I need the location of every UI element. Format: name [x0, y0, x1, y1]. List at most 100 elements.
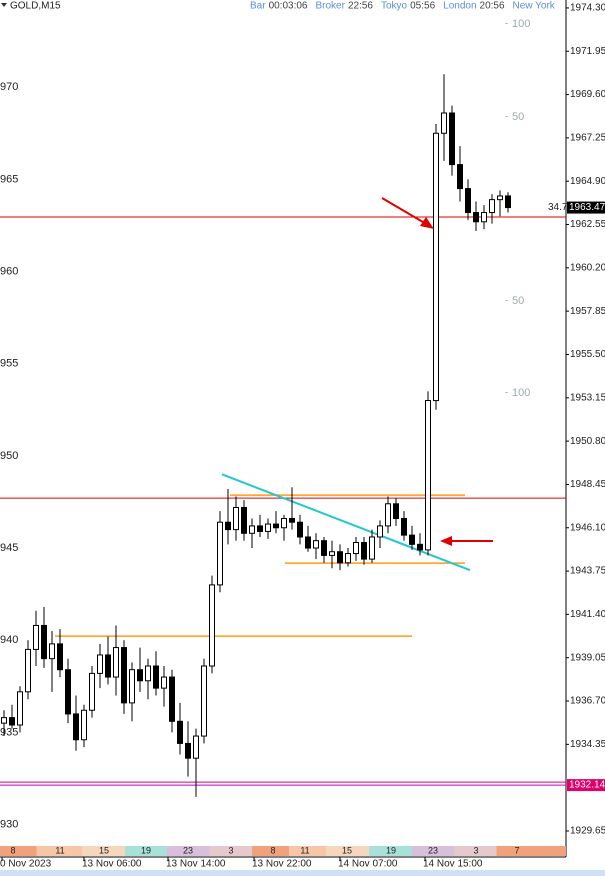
candle-body	[105, 654, 111, 678]
y-tick-label: 1967.25	[570, 133, 605, 144]
candle-body	[57, 643, 63, 671]
candle-body	[289, 518, 295, 523]
level-dash: -	[505, 112, 508, 123]
left-tick-label: 965	[0, 173, 18, 185]
y-tick-label: 1943.75	[570, 566, 605, 577]
left-tick-label: 955	[0, 358, 18, 370]
session-hour: 8	[270, 845, 275, 855]
timer-label: Broker	[316, 1, 346, 12]
candle-body	[401, 518, 407, 536]
candle-body	[457, 164, 463, 190]
session-band	[125, 846, 167, 856]
session-hour: 3	[473, 845, 478, 855]
candle-body	[497, 195, 503, 201]
candle-body	[265, 523, 271, 532]
session-hour: 15	[342, 845, 352, 855]
candle-body	[505, 195, 511, 209]
candle-body	[97, 654, 103, 674]
session-hour: 19	[386, 845, 396, 855]
session-hour: 23	[183, 845, 193, 855]
candle-body	[257, 525, 263, 532]
candle-body	[113, 647, 119, 678]
left-tick-label: 940	[0, 634, 18, 646]
candle-body	[345, 553, 351, 564]
candle-body	[145, 665, 151, 682]
left-tick-label: 950	[0, 450, 18, 462]
candle-body	[9, 717, 15, 726]
y-tick-label: 1974.30	[570, 3, 605, 14]
timer-value: 00:03:06	[269, 1, 308, 12]
y-tick-label: 1929.65	[570, 826, 605, 837]
candle-body	[217, 521, 223, 586]
timer-value: 20:56	[480, 1, 505, 12]
candle-body	[89, 672, 95, 711]
candle-body	[273, 523, 279, 529]
y-tick-label: 1941.40	[570, 609, 605, 620]
session-hour: 3	[228, 845, 233, 855]
spread-label: 34.7	[548, 202, 568, 213]
symbol-arrow	[1, 3, 7, 7]
session-band	[326, 846, 369, 856]
trendline	[221, 473, 471, 572]
candle-body	[425, 400, 431, 551]
candle-body	[353, 542, 359, 555]
left-tick-label: 930	[0, 818, 18, 830]
session-band	[454, 846, 497, 856]
candle-body	[209, 584, 215, 667]
session-band	[412, 846, 455, 856]
candle-body	[41, 624, 47, 660]
level-label-box	[567, 779, 605, 792]
candle-body	[481, 212, 487, 223]
candle-body	[473, 212, 479, 223]
price-label: 1963.47	[569, 202, 605, 213]
candle-body	[329, 551, 335, 556]
x-tick-label: 0 Nov 2023	[0, 859, 52, 870]
session-band	[0, 846, 37, 856]
candle-body	[17, 691, 23, 726]
y-tick-label: 1957.85	[570, 306, 605, 317]
left-tick-label: 970	[0, 81, 18, 93]
level-mark: 50	[512, 295, 524, 307]
timer-label: New York	[513, 1, 556, 12]
candle-body	[177, 720, 183, 744]
y-tick-label: 1953.15	[570, 392, 605, 403]
x-tick-label: 13 Nov 06:00	[82, 859, 142, 870]
candle-body	[313, 540, 319, 549]
session-hour: 23	[428, 845, 438, 855]
candle-body	[161, 676, 167, 689]
candle-body	[417, 543, 423, 551]
session-hour: 15	[99, 845, 109, 855]
candle-body	[305, 536, 311, 549]
candle-body	[25, 648, 31, 693]
session-band	[36, 846, 82, 856]
session-band	[167, 846, 210, 856]
y-tick-label: 1950.80	[570, 436, 605, 447]
candle-body	[185, 742, 191, 759]
candle-body	[441, 112, 447, 134]
timer-value: 22:56	[348, 1, 373, 12]
candle-body	[1, 717, 7, 724]
arrow-head	[420, 217, 434, 229]
candle-body	[129, 669, 135, 704]
status-strip	[0, 870, 605, 876]
level-dash: -	[505, 388, 508, 399]
session-band	[252, 846, 289, 856]
symbol: GOLD,M15	[10, 1, 61, 12]
candle-body	[153, 665, 159, 689]
level-label: 1932.14	[569, 780, 605, 791]
session-band	[209, 846, 252, 856]
left-tick-label: 935	[0, 726, 18, 738]
candle-body	[201, 665, 207, 737]
candle-body	[321, 540, 327, 556]
candle-body	[281, 518, 287, 529]
session-band	[496, 846, 566, 856]
session-hour: 11	[300, 845, 309, 855]
x-tick-label: 14 Nov 07:00	[338, 859, 398, 870]
candle-body	[433, 132, 439, 402]
candle-body	[193, 735, 199, 759]
candle-body	[297, 521, 303, 538]
timer-value: 05:56	[410, 1, 435, 12]
candle-body	[81, 709, 87, 741]
y-tick-label: 1962.55	[570, 219, 605, 230]
